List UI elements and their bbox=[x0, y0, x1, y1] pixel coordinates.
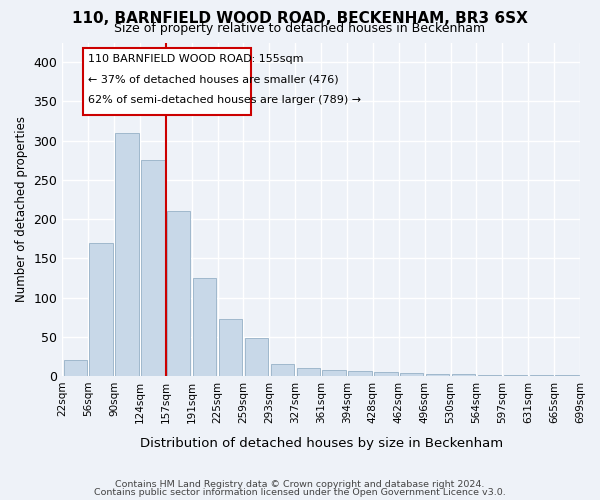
Bar bbox=[426, 374, 449, 376]
Bar bbox=[349, 372, 371, 376]
Bar bbox=[64, 360, 87, 376]
Bar bbox=[374, 372, 398, 376]
Text: Contains HM Land Registry data © Crown copyright and database right 2024.: Contains HM Land Registry data © Crown c… bbox=[115, 480, 485, 489]
Text: Contains public sector information licensed under the Open Government Licence v3: Contains public sector information licen… bbox=[94, 488, 506, 497]
FancyBboxPatch shape bbox=[83, 48, 251, 114]
Bar bbox=[478, 374, 501, 376]
Bar bbox=[452, 374, 475, 376]
Text: ← 37% of detached houses are smaller (476): ← 37% of detached houses are smaller (47… bbox=[88, 74, 338, 85]
Bar bbox=[193, 278, 217, 376]
Text: Size of property relative to detached houses in Beckenham: Size of property relative to detached ho… bbox=[115, 22, 485, 35]
Bar bbox=[271, 364, 294, 376]
Bar bbox=[400, 373, 424, 376]
Text: 110 BARNFIELD WOOD ROAD: 155sqm: 110 BARNFIELD WOOD ROAD: 155sqm bbox=[88, 54, 303, 64]
Bar bbox=[245, 338, 268, 376]
X-axis label: Distribution of detached houses by size in Beckenham: Distribution of detached houses by size … bbox=[140, 437, 503, 450]
Bar bbox=[167, 212, 190, 376]
Text: 62% of semi-detached houses are larger (789) →: 62% of semi-detached houses are larger (… bbox=[88, 95, 361, 105]
Text: 110, BARNFIELD WOOD ROAD, BECKENHAM, BR3 6SX: 110, BARNFIELD WOOD ROAD, BECKENHAM, BR3… bbox=[72, 11, 528, 26]
Bar bbox=[141, 160, 164, 376]
Bar bbox=[219, 319, 242, 376]
Bar bbox=[296, 368, 320, 376]
Bar bbox=[89, 242, 113, 376]
Bar bbox=[503, 374, 527, 376]
Bar bbox=[115, 133, 139, 376]
Bar bbox=[322, 370, 346, 376]
Y-axis label: Number of detached properties: Number of detached properties bbox=[15, 116, 28, 302]
